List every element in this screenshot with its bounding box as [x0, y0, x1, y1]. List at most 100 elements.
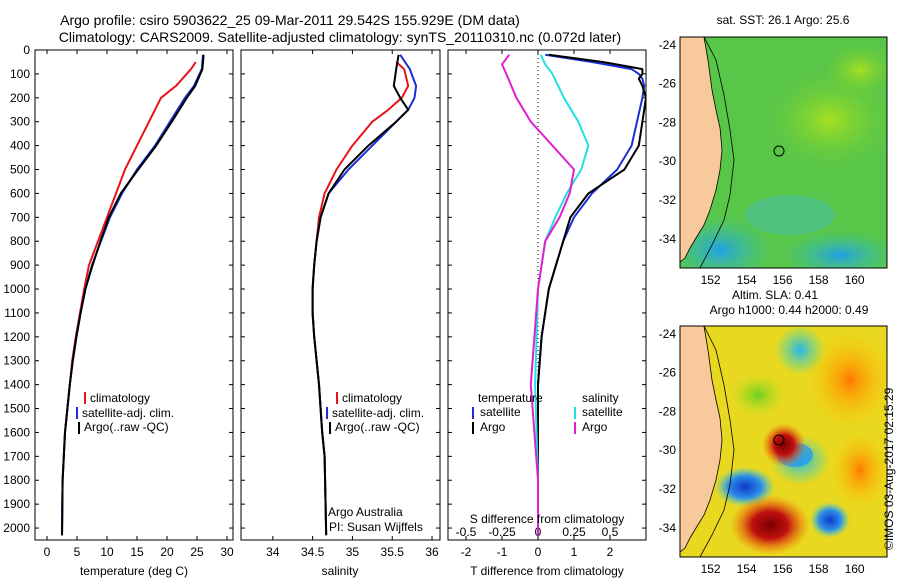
ytick-label: 1100 [4, 306, 30, 320]
map-xtick-label: 158 [809, 273, 829, 287]
temperature-panel-frame [34, 49, 234, 541]
annotation-argo-australia: Argo Australia [328, 505, 403, 519]
xtick-label: 1 [571, 545, 578, 559]
salinity-xlabel: salinity [322, 564, 359, 578]
xtick-label: 34.5 [301, 545, 325, 559]
xtick-label: 30 [220, 545, 234, 559]
salinity-legend: climatology satellite-adj. clim. Argo(..… [326, 391, 424, 534]
sst-warm-patch-ne [820, 40, 887, 100]
temperature-xlabel: temperature (deg C) [80, 564, 188, 578]
ytick-label: 500 [10, 163, 30, 177]
sst-land [680, 37, 723, 263]
series-line-argo-raw-qc- [311, 54, 410, 536]
series-line-climatology [61, 61, 197, 536]
map-ytick-label: -30 [659, 443, 677, 457]
xtick-label: 34 [266, 545, 280, 559]
xtick-label: -1 [497, 545, 508, 559]
legend-s-satellite: satellite [582, 405, 623, 419]
map-xtick-label: 158 [809, 562, 829, 576]
legend-satellite: satellite-adj. clim. [332, 406, 424, 420]
ytick-label: 1900 [3, 497, 30, 511]
ytick-label: 1800 [3, 473, 30, 487]
title-line-2: Climatology: CARS2009. Satellite-adjuste… [59, 29, 621, 45]
map-ytick-label: -26 [659, 366, 677, 380]
sla-land [680, 326, 723, 553]
sst-cool-patch-s [780, 230, 887, 268]
series-line-t-satellite [537, 53, 646, 536]
map-ytick-label: -32 [659, 482, 677, 496]
title-line-1: Argo profile: csiro 5903622_25 09-Mar-20… [60, 12, 520, 28]
map-ytick-label: -28 [659, 115, 677, 129]
xtick-label: 2 [607, 545, 614, 559]
xtick-label: 35 [346, 545, 360, 559]
sla-green-w [730, 373, 786, 417]
series-line-climatology [311, 61, 410, 536]
legend-t-argo: Argo [480, 420, 506, 434]
map-xtick-label: 160 [845, 562, 865, 576]
legend-argo: Argo(..raw -QC) [335, 420, 420, 434]
ytick-label: 1600 [3, 425, 30, 439]
sst-cool-patch-sw [680, 215, 775, 268]
sst-argo-marker [773, 145, 785, 157]
sla-red-s [730, 495, 810, 555]
xtick-label: 10 [100, 545, 114, 559]
ytick-label: 200 [10, 91, 30, 105]
map-ytick-label: -24 [659, 327, 677, 341]
map-ytick-label: -34 [659, 521, 677, 535]
salinity-panel-frame [240, 49, 441, 541]
map-ytick-label: -26 [659, 77, 677, 91]
ytick-label: 1400 [3, 378, 30, 392]
temperature-lines [61, 54, 205, 536]
sst-map [680, 37, 887, 268]
legend-climatology: climatology [342, 391, 402, 405]
sla-shelf-contour [699, 326, 735, 557]
sst-shelf-contour [699, 37, 735, 268]
sla-cyan-n [775, 326, 825, 375]
difference-xlabel-top: S difference from climatology [470, 512, 625, 526]
ytick-label: 900 [10, 258, 30, 272]
map-ytick-label: -28 [659, 404, 677, 418]
salinity-lines [311, 54, 418, 536]
series-line-s-argo [501, 54, 575, 536]
ytick-label: 800 [10, 234, 30, 248]
xtick-label: -2 [461, 545, 472, 559]
axis-ticks-layer: 0100200300400500600700800900100011001200… [3, 38, 865, 576]
sla-map-frame [679, 325, 888, 558]
s-tick-label: -0.25 [488, 525, 516, 539]
s-tick-label: 0.5 [602, 525, 619, 539]
map-xtick-label: 156 [773, 273, 793, 287]
map-ytick-label: -24 [659, 38, 677, 52]
imos-footer: ©IMOS 03-Aug-2017 02:15:29 [882, 387, 896, 550]
series-line-argo-raw-qc- [61, 54, 205, 536]
s-tick-label: 0.25 [562, 525, 586, 539]
map-xtick-label: 156 [773, 562, 793, 576]
sla-map [680, 326, 887, 557]
legend-salinity-heading: salinity [582, 391, 619, 405]
ytick-label: 300 [10, 115, 30, 129]
difference-lines [501, 50, 646, 540]
map-xtick-label: 154 [737, 562, 757, 576]
xtick-label: 25 [190, 545, 204, 559]
s-tick-label: -0.5 [456, 525, 477, 539]
map-xtick-label: 152 [701, 562, 721, 576]
legend-t-satellite: satellite [480, 405, 521, 419]
sst-teal-patch [745, 195, 835, 235]
sla-blue-se [810, 502, 850, 538]
sla-orange-ne [805, 330, 887, 430]
sst-map-frame [679, 36, 888, 269]
xtick-label: 35.5 [381, 545, 405, 559]
ytick-label: 2000 [3, 521, 30, 535]
sla-orange-e [830, 430, 887, 510]
map-xtick-label: 152 [701, 273, 721, 287]
ytick-label: 1000 [3, 282, 30, 296]
ytick-label: 1200 [3, 330, 30, 344]
ytick-label: 1700 [3, 449, 30, 463]
legend-s-argo: Argo [582, 420, 608, 434]
ytick-label: 100 [10, 67, 30, 81]
legend-satellite: satellite-adj. clim. [82, 406, 174, 420]
map-ytick-label: -34 [659, 232, 677, 246]
sla-argo-marker [773, 434, 785, 446]
map-xtick-label: 160 [845, 273, 865, 287]
map-ytick-label: -30 [659, 154, 677, 168]
